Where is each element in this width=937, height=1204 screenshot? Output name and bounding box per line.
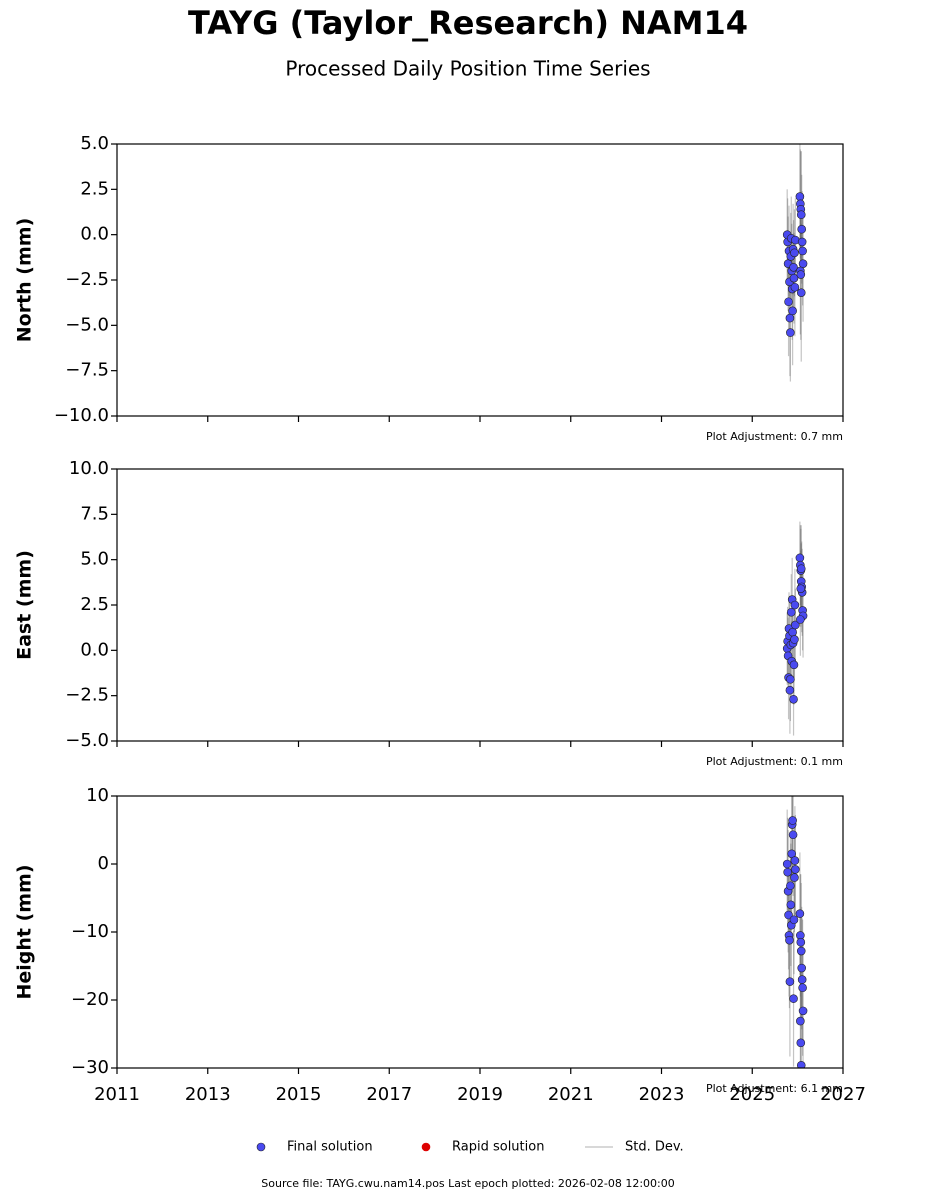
- point: [785, 977, 795, 986]
- point: [786, 900, 796, 910]
- y-tick-label: 0.0: [80, 224, 109, 245]
- y-tick-label: 10: [86, 785, 109, 806]
- y-tick-label: −20: [71, 989, 109, 1010]
- y-tick-label: 10.0: [69, 458, 109, 479]
- point: [789, 915, 799, 925]
- x-tick-label: 2021: [548, 1084, 594, 1105]
- legend-label: Final solution: [287, 1140, 373, 1155]
- point: [786, 675, 795, 684]
- y-tick-label: −2.5: [65, 269, 109, 290]
- point: [796, 288, 806, 297]
- point: [790, 248, 799, 258]
- point: [791, 620, 800, 630]
- legend-marker: [256, 1142, 266, 1152]
- subtitle: Processed Daily Position Time Series: [285, 57, 650, 81]
- point: [796, 615, 805, 624]
- legend-label: Rapid solution: [452, 1140, 544, 1155]
- x-tick-label: 2019: [457, 1084, 503, 1105]
- point: [796, 1016, 805, 1026]
- y-axis-label: Height (mm): [14, 864, 36, 999]
- point: [786, 881, 795, 891]
- y-tick-label: 7.5: [80, 503, 109, 524]
- point: [796, 584, 806, 593]
- y-tick-label: −5.0: [65, 314, 109, 335]
- plot-adjustment: Plot Adjustment: 0.1 mm: [706, 755, 843, 768]
- point: [784, 910, 793, 920]
- title: TAYG (Taylor_Research) NAM14: [188, 4, 748, 42]
- y-tick-label: 5.0: [80, 133, 109, 154]
- point: [785, 685, 795, 695]
- x-tick-label: 2027: [820, 1084, 866, 1105]
- point: [786, 328, 795, 337]
- legend-label: Std. Dev.: [625, 1140, 684, 1155]
- point: [797, 224, 807, 234]
- point: [788, 816, 797, 825]
- point: [796, 270, 806, 279]
- point: [782, 859, 792, 869]
- footer: Source file: TAYG.cwu.nam14.pos Last epo…: [261, 1177, 674, 1190]
- y-tick-label: −10: [71, 921, 109, 942]
- point: [789, 660, 799, 670]
- y-tick-label: −10.0: [54, 405, 109, 426]
- x-tick-label: 2013: [185, 1084, 231, 1105]
- y-tick-label: 0.0: [80, 639, 109, 660]
- point: [789, 694, 798, 704]
- point: [786, 607, 796, 617]
- point: [789, 994, 798, 1003]
- point: [796, 1060, 806, 1068]
- point: [790, 873, 799, 882]
- point: [788, 627, 797, 637]
- point: [785, 313, 795, 323]
- x-tick-label: 2023: [639, 1084, 685, 1105]
- legend-marker: [421, 1142, 431, 1152]
- point: [795, 909, 805, 918]
- point: [783, 867, 792, 877]
- point: [796, 937, 806, 947]
- point: [796, 210, 806, 220]
- point: [790, 282, 800, 292]
- point: [796, 1038, 806, 1048]
- y-tick-label: 5.0: [80, 549, 109, 570]
- y-tick-label: 2.5: [80, 594, 109, 615]
- point: [785, 935, 794, 945]
- plot-adjustment: Plot Adjustment: 6.1 mm: [706, 1082, 843, 1095]
- y-tick-label: −5.0: [65, 730, 109, 751]
- point: [795, 553, 805, 563]
- point: [796, 946, 806, 956]
- point: [790, 600, 800, 610]
- y-tick-label: 0: [98, 853, 109, 874]
- point: [798, 246, 807, 256]
- point: [796, 564, 806, 574]
- point: [797, 963, 807, 973]
- point: [788, 306, 797, 316]
- y-tick-label: −2.5: [65, 685, 109, 706]
- point: [790, 635, 799, 644]
- y-axis-label: East (mm): [14, 550, 36, 660]
- point: [795, 192, 805, 201]
- point: [791, 865, 800, 874]
- point: [789, 273, 799, 283]
- point: [789, 263, 798, 272]
- point: [788, 830, 798, 840]
- x-tick-label: 2011: [94, 1084, 140, 1105]
- y-tick-label: −30: [71, 1057, 109, 1078]
- point: [790, 856, 800, 865]
- x-tick-label: 2015: [276, 1084, 322, 1105]
- point: [798, 983, 807, 993]
- point: [798, 259, 808, 268]
- point: [784, 297, 793, 307]
- y-tick-label: 2.5: [80, 178, 109, 199]
- y-axis-label: North (mm): [14, 218, 36, 343]
- x-tick-label: 2025: [729, 1084, 775, 1105]
- point: [797, 237, 807, 247]
- y-tick-label: −7.5: [65, 360, 109, 381]
- x-tick-label: 2017: [366, 1084, 412, 1105]
- plot-adjustment: Plot Adjustment: 0.7 mm: [706, 430, 843, 443]
- point: [798, 1006, 808, 1016]
- point: [797, 975, 807, 984]
